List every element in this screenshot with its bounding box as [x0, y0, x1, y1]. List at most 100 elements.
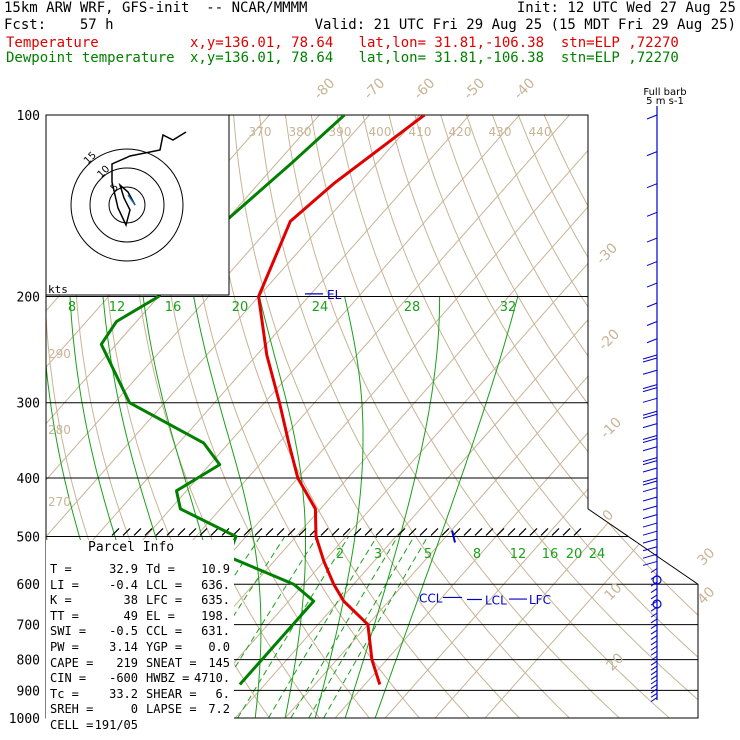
- mixing-ratio-line: [267, 536, 378, 718]
- wind-barb: [642, 357, 658, 363]
- mixing-ratio-label: 16: [165, 300, 182, 315]
- parcel-param-label: CAPE =: [50, 655, 94, 670]
- wind-barb: [646, 321, 658, 326]
- dry-adiabat-line: [532, 115, 698, 718]
- isotherm-label: -40: [511, 75, 538, 102]
- isotherm-line: [223, 115, 698, 718]
- isotherm-label: -80: [311, 75, 338, 102]
- isotherm-line: [46, 115, 495, 718]
- dry-adiabat-line: [231, 115, 533, 718]
- wind-barb: [650, 600, 658, 606]
- wind-barb: [650, 568, 658, 573]
- parcel-param-label: TT =: [50, 608, 79, 623]
- hatch-mark: [375, 528, 384, 536]
- wind-barb: [642, 369, 658, 375]
- parcel-param-value: 3.14: [109, 640, 138, 654]
- wind-barb: [642, 438, 658, 443]
- parcel-param-label: SWI =: [50, 624, 87, 639]
- theta-label: 380: [289, 125, 312, 139]
- hatch-mark: [474, 528, 483, 536]
- wind-barb: [646, 237, 658, 243]
- wind-barb: [642, 496, 658, 502]
- dry-adiabat-line: [281, 115, 634, 718]
- parcel-param-value: 219: [116, 655, 138, 670]
- mixing-ratio-line: [308, 536, 415, 718]
- parcel-param-value: 635.: [201, 593, 230, 608]
- isotherm-label: -20: [596, 326, 623, 353]
- barb-scale-label: Full barb: [643, 87, 686, 98]
- theta-label: 430: [489, 125, 512, 139]
- hodograph-trace: [111, 131, 187, 228]
- dry-adiabat-line: [206, 115, 482, 718]
- hatch-mark: [177, 528, 186, 536]
- wind-barb: [642, 560, 658, 566]
- hatch-mark: [287, 528, 296, 536]
- theta-label: 420: [449, 125, 472, 139]
- hatch-mark: [562, 528, 571, 536]
- wind-barb: [650, 684, 658, 689]
- mixing-ratio-label: 5: [424, 547, 432, 562]
- parcel-param-label: Td =: [146, 562, 175, 576]
- wind-barb: [650, 612, 658, 618]
- dry-adiabat-line: [181, 115, 431, 718]
- calm-wind-circle: [652, 575, 662, 585]
- isotherm-label: -70: [361, 75, 388, 102]
- parcel-param-label: PW =: [50, 640, 79, 654]
- isotherm-line: [46, 115, 395, 718]
- wind-barb: [642, 410, 658, 416]
- dry-adiabat-line: [457, 115, 698, 718]
- wind-barb: [642, 477, 658, 483]
- pressure-label: 500: [17, 530, 40, 545]
- parcel-info-panel: Parcel Info T = 32.9 Td = 10.9 LI = -0.4 LCL =…: [46, 540, 234, 736]
- parcel-param-label: YGP =: [146, 640, 183, 654]
- wind-barb: [646, 183, 658, 189]
- hatch-mark: [408, 528, 417, 536]
- hatch-mark: [254, 528, 263, 536]
- parcel-param-label: LFC =: [146, 593, 183, 608]
- mixing-ratio-label: 28: [404, 300, 421, 315]
- mixing-ratio-label: 12: [109, 300, 126, 315]
- model-title: 15km ARW WRF, GFS-init -- NCAR/MMMM: [4, 0, 308, 16]
- pressure-label: 200: [17, 291, 40, 306]
- wind-barb: [650, 675, 658, 680]
- hatch-mark: [540, 528, 549, 536]
- parcel-param-value: 4710.: [194, 671, 231, 686]
- hodograph-frame: [45, 114, 230, 296]
- wind-barb: [650, 594, 658, 600]
- hatch-mark: [485, 528, 494, 536]
- theta-label: 410: [409, 125, 432, 139]
- parcel-info-row: CELL =191/05: [50, 718, 230, 733]
- temperature-location: x,y=136.01, 78.64 lat,lon= 31.81,-106.38…: [190, 35, 679, 51]
- level-label-lcl: LCL: [485, 593, 507, 607]
- parcel-info-row: CIN = -600 HWBZ = 4710.: [50, 671, 230, 686]
- forecast-hour: Fcst: 57 h: [4, 17, 114, 33]
- dry-adiabat-line: [407, 115, 698, 718]
- parcel-param-value: 631.: [201, 624, 230, 639]
- hatch-mark: [496, 528, 505, 536]
- parcel-param-label: T =: [50, 562, 72, 576]
- parcel-param-value: 33.2: [109, 686, 138, 701]
- theta-label: 390: [329, 125, 352, 139]
- hatch-mark: [111, 528, 120, 536]
- hatch-mark: [551, 528, 560, 536]
- wind-barb: [650, 635, 658, 640]
- parcel-param-label: EL =: [146, 608, 175, 623]
- wind-barb: [642, 460, 658, 466]
- hatch-mark: [243, 528, 252, 536]
- wind-barb: [646, 151, 658, 157]
- wind-barb: [642, 446, 658, 452]
- dry-adiabat-line: [256, 115, 584, 718]
- isotherm-line: [423, 115, 698, 718]
- wind-barb: [650, 650, 658, 656]
- parcel-info-row: PW = 3.14 YGP = 0.0: [50, 640, 230, 655]
- parcel-info-row: TT = 49 EL = 198.: [50, 609, 230, 624]
- dewpoint-label: Dewpoint temperature: [6, 50, 175, 66]
- parcel-param-label: SREH =: [50, 702, 94, 717]
- theta-label: 370: [249, 125, 272, 139]
- hatch-mark: [419, 528, 428, 536]
- storm-motion-vector: [127, 194, 136, 206]
- hatch-mark: [529, 528, 538, 536]
- parcel-param-value: 0: [130, 702, 138, 717]
- mixing-ratio-label: 16: [542, 547, 559, 562]
- level-label-el: EL: [327, 288, 342, 302]
